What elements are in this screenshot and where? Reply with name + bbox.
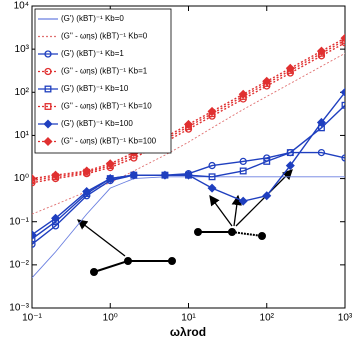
legend-label: (G'' - ωηs) (kBT)⁻¹ Kb=100 <box>61 137 157 146</box>
legend-label: (G') (kBT)⁻¹ Kb=0 <box>61 14 124 23</box>
point <box>238 89 248 99</box>
point <box>263 157 271 165</box>
annotation-arrows <box>76 169 293 257</box>
point <box>340 87 345 97</box>
y-tick-label: 10⁻³ <box>9 303 29 314</box>
legend-label: (G') (kBT)⁻¹ Kb=100 <box>61 119 133 128</box>
point <box>341 101 345 109</box>
y-tick-label: 10¹ <box>15 130 30 141</box>
point <box>207 106 217 116</box>
point <box>105 174 115 184</box>
legend-marker <box>44 103 52 110</box>
legend-label: (G'' - ωηs) (kBT)⁻¹ Kb=1 <box>61 67 148 76</box>
point <box>316 46 326 56</box>
y-tick-label: 10⁻¹ <box>9 216 29 227</box>
point <box>317 148 326 157</box>
legend-label: (G') (kBT)⁻¹ Kb=10 <box>61 84 129 93</box>
point <box>160 170 170 180</box>
y-tick-label: 10² <box>15 87 30 98</box>
y-tick-label: 10³ <box>15 44 30 55</box>
point <box>340 33 345 43</box>
legend-box <box>34 8 172 154</box>
point <box>32 240 36 248</box>
point <box>341 36 345 44</box>
point <box>82 187 92 197</box>
point <box>51 222 60 230</box>
point <box>207 183 217 193</box>
legend-marker <box>43 136 53 147</box>
annotation-molecules <box>90 228 266 276</box>
x-axis-label: ωλrod <box>170 325 206 339</box>
point <box>262 76 272 86</box>
point <box>286 149 294 157</box>
series-line <box>32 176 345 279</box>
point <box>32 230 37 240</box>
legend-marker <box>43 119 53 129</box>
x-tick-label: 10³ <box>338 313 353 324</box>
legend-marker <box>44 50 52 58</box>
point <box>183 170 194 180</box>
point <box>51 213 61 223</box>
point <box>208 173 216 181</box>
legend-label: (G'' - ωηs) (kBT)⁻¹ Kb=10 <box>61 102 152 111</box>
point <box>105 159 115 169</box>
point <box>239 157 247 166</box>
point <box>32 174 37 184</box>
point <box>208 161 216 170</box>
point <box>285 63 295 73</box>
point <box>183 119 194 129</box>
point <box>82 166 92 176</box>
legend-marker <box>44 85 52 93</box>
x-tick-label: 10¹ <box>181 313 196 324</box>
x-tick-label: 10⁰ <box>103 313 118 324</box>
y-tick-label: 10⁻² <box>9 259 29 270</box>
x-tick-label: 10² <box>260 313 275 324</box>
point <box>341 154 345 162</box>
point <box>285 161 295 171</box>
y-tick-label: 10⁰ <box>14 173 29 184</box>
legend-label: (G'' - ωηs) (kBT)⁻¹ Kb=0 <box>61 32 148 41</box>
point <box>129 170 139 180</box>
series-line <box>32 52 345 215</box>
plot-area <box>32 33 345 279</box>
point <box>51 170 61 180</box>
legend-marker <box>44 67 52 76</box>
point <box>262 191 272 201</box>
point <box>316 117 326 127</box>
legend-label: (G') (kBT)⁻¹ Kb=1 <box>61 49 124 58</box>
x-tick-label: 10⁻¹ <box>22 313 42 324</box>
point <box>238 196 248 206</box>
y-tick-label: 10⁴ <box>14 1 29 12</box>
point <box>239 167 247 175</box>
